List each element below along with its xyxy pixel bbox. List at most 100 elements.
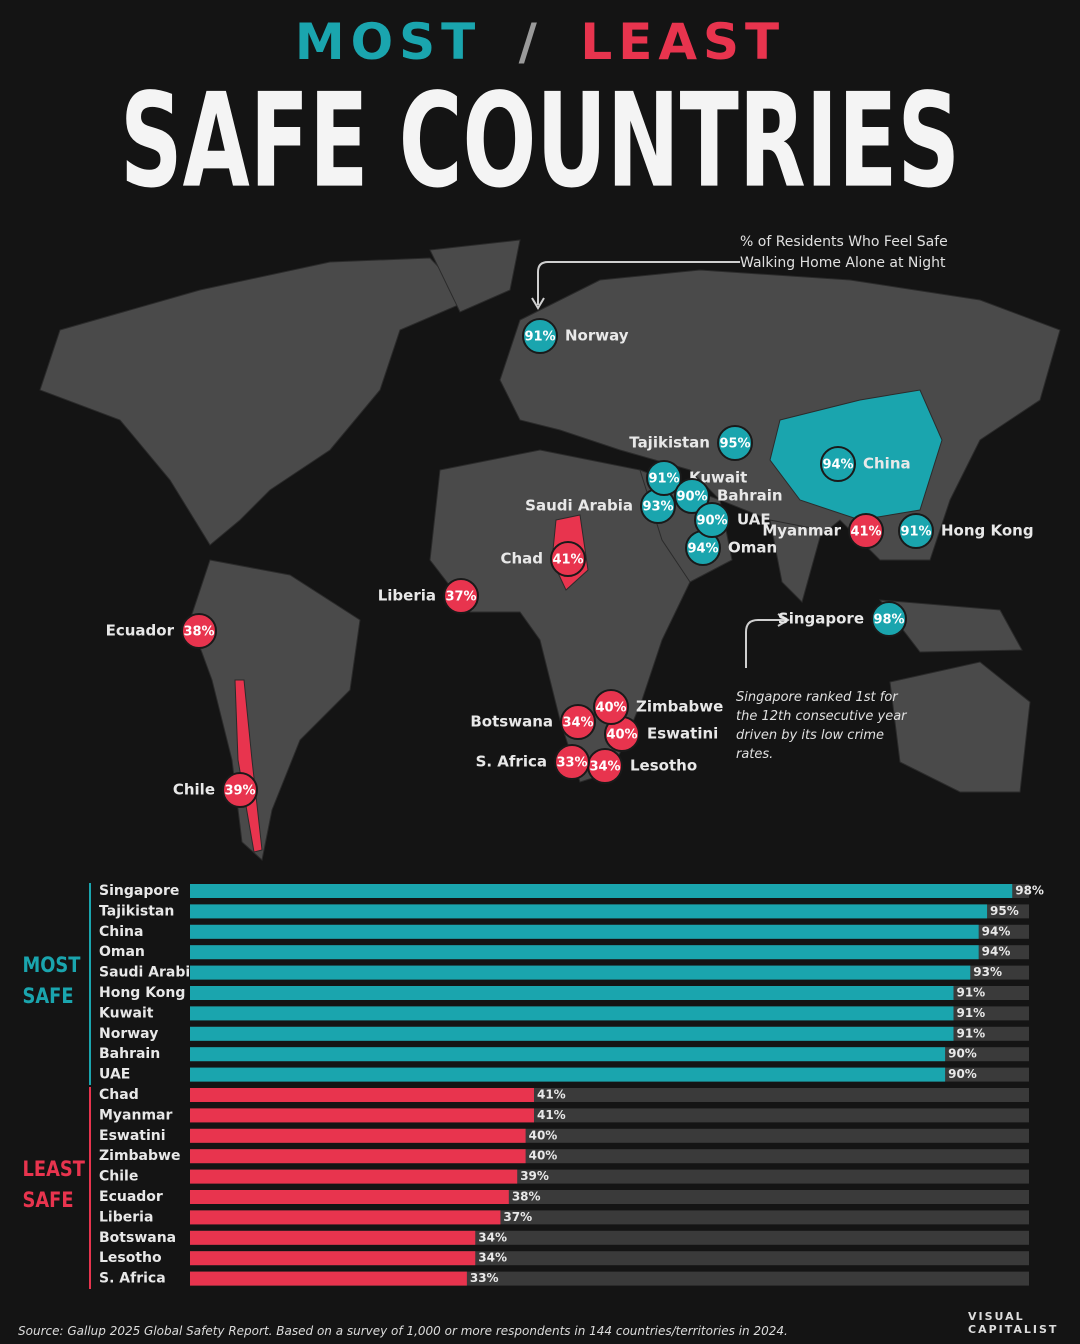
value-label: 93% bbox=[973, 965, 1002, 979]
category-label: Eswatini bbox=[99, 1128, 166, 1144]
map-country-label: Singapore bbox=[778, 610, 864, 628]
map-country-label: Myanmar bbox=[762, 522, 841, 540]
value-label: 90% bbox=[948, 1067, 977, 1081]
chile-highlight bbox=[234, 679, 263, 853]
map-country-label: Chile bbox=[173, 781, 215, 799]
category-label: Norway bbox=[99, 1026, 158, 1042]
china-highlight bbox=[769, 389, 943, 521]
category-label: S. Africa bbox=[99, 1271, 166, 1287]
value-label: 91% bbox=[956, 1026, 985, 1040]
value-label: 40% bbox=[529, 1149, 558, 1163]
map-country-label: UAE bbox=[737, 511, 771, 529]
map-value-label: 37% bbox=[445, 590, 476, 605]
category-label: UAE bbox=[99, 1067, 130, 1083]
category-label: Singapore bbox=[99, 883, 179, 899]
map-value-label: 34% bbox=[589, 760, 620, 775]
map-value-label: 91% bbox=[524, 330, 555, 345]
map-bubble bbox=[522, 318, 558, 354]
map-value-label: 39% bbox=[224, 784, 255, 799]
title-most: MOST bbox=[295, 13, 481, 71]
arrow-head bbox=[777, 613, 790, 627]
group-label: LEAST SAFE bbox=[22, 1157, 85, 1212]
map-country-label: Eswatini bbox=[647, 725, 718, 743]
bar bbox=[190, 1108, 534, 1123]
map-country-label: Zimbabwe bbox=[636, 698, 723, 716]
value-label: 39% bbox=[520, 1169, 549, 1183]
australia bbox=[889, 661, 1031, 793]
bar bbox=[190, 986, 954, 1000]
category-label: Ecuador bbox=[99, 1189, 163, 1205]
map-country-label: Norway bbox=[565, 327, 629, 345]
map-value-label: 40% bbox=[595, 701, 626, 716]
category-label: Chad bbox=[99, 1087, 139, 1103]
map-bubble bbox=[560, 704, 596, 740]
title-least: LEAST bbox=[580, 13, 785, 71]
group-label: MOST SAFE bbox=[22, 953, 81, 1008]
category-label: Botswana bbox=[99, 1230, 176, 1246]
map-value-label: 91% bbox=[648, 472, 679, 487]
map-country-label: China bbox=[863, 455, 911, 473]
map-bubble bbox=[694, 502, 730, 538]
title-slash: / bbox=[519, 13, 543, 71]
value-label: 40% bbox=[529, 1128, 558, 1142]
bar bbox=[190, 1067, 946, 1082]
chart-title: SAFE COUNTRIES bbox=[120, 65, 960, 217]
india bbox=[769, 519, 823, 603]
bar bbox=[190, 1026, 954, 1041]
value-label: 38% bbox=[512, 1190, 541, 1204]
category-label: Myanmar bbox=[99, 1107, 173, 1123]
bar bbox=[190, 945, 979, 960]
subtitle: % of Residents Who Feel Safe Walking Hom… bbox=[740, 234, 948, 271]
map-value-label: 41% bbox=[850, 525, 881, 540]
category-label: Saudi Arabia bbox=[99, 965, 200, 981]
map-value-label: 98% bbox=[873, 613, 904, 628]
value-label: 37% bbox=[503, 1210, 532, 1224]
category-label: Bahrain bbox=[99, 1046, 160, 1062]
map-country-label: Botswana bbox=[470, 713, 553, 731]
map-country-label: Chad bbox=[500, 550, 543, 568]
arrow-head bbox=[531, 297, 545, 310]
brand: VISUAL CAPITALIST bbox=[968, 1310, 1059, 1336]
title-line: MOST / LEAST bbox=[295, 13, 785, 71]
map-country-label: Tajikistan bbox=[629, 434, 710, 452]
map-bubble bbox=[646, 460, 682, 496]
map-country-label: Hong Kong bbox=[941, 522, 1034, 540]
map-bubble bbox=[820, 446, 856, 482]
source: Source: Gallup 2025 Global Safety Report… bbox=[18, 1324, 788, 1338]
map-country-label: Liberia bbox=[378, 587, 436, 605]
map-value-label: 94% bbox=[687, 542, 718, 557]
category-label: China bbox=[99, 924, 143, 940]
annotation-arrow bbox=[745, 619, 786, 668]
subtitle-arrow bbox=[537, 261, 740, 305]
map-bubble bbox=[717, 425, 753, 461]
map-country-label: Kuwait bbox=[689, 469, 747, 487]
map-value-label: 34% bbox=[562, 716, 593, 731]
map-country-label: Bahrain bbox=[717, 487, 783, 505]
map-value-label: 90% bbox=[696, 514, 727, 529]
value-label: 94% bbox=[982, 945, 1011, 959]
bar bbox=[190, 1210, 501, 1225]
map-value-label: 95% bbox=[719, 437, 750, 452]
value-label: 34% bbox=[478, 1251, 507, 1265]
bar bbox=[190, 904, 988, 919]
bar bbox=[190, 924, 979, 939]
map-country-label: S. Africa bbox=[476, 753, 547, 771]
value-label: 95% bbox=[990, 904, 1019, 918]
map-bubble bbox=[550, 541, 586, 577]
map-bubble bbox=[181, 613, 217, 649]
value-label: 41% bbox=[537, 1088, 566, 1102]
north-america bbox=[39, 257, 471, 546]
map-value-label: 38% bbox=[183, 625, 214, 640]
value-label: 34% bbox=[478, 1230, 507, 1244]
map-country-label: Saudi Arabia bbox=[525, 497, 633, 515]
map-bubble bbox=[443, 578, 479, 614]
bar bbox=[190, 1128, 526, 1143]
greenland bbox=[429, 239, 521, 313]
category-label: Hong Kong bbox=[99, 985, 185, 1001]
value-label: 91% bbox=[956, 1006, 985, 1020]
map-value-label: 33% bbox=[556, 756, 587, 771]
bar bbox=[190, 965, 971, 980]
category-label: Kuwait bbox=[99, 1005, 154, 1021]
